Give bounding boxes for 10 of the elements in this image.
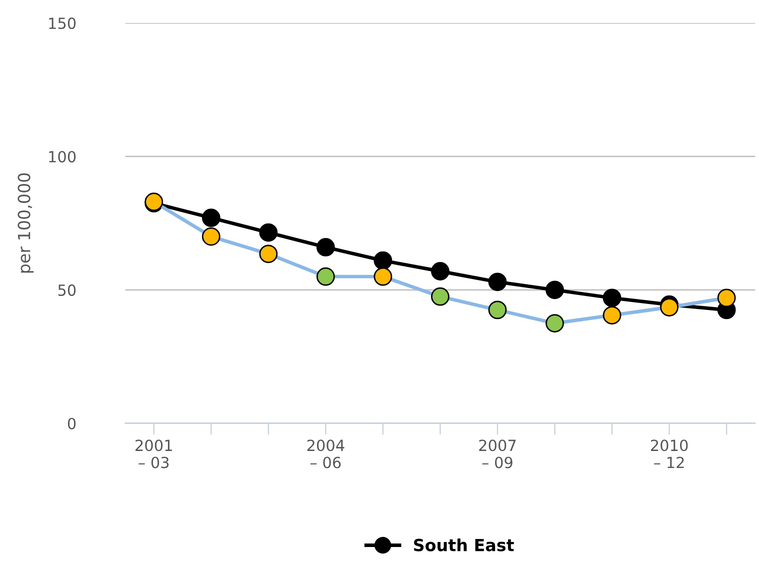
y-tick-label: 0 [68, 418, 76, 430]
x-tick-label: 2007 – 09 [479, 440, 516, 468]
y-tick-label: 100 [49, 150, 76, 162]
x-tick-label: 2001 – 03 [136, 440, 172, 468]
x-tick-label: 2004 – 06 [307, 440, 344, 468]
x-tick-label: 2010 – 12 [650, 440, 688, 468]
y-axis-title: per 100,000 [18, 173, 34, 273]
y-tick-label: 50 [58, 284, 76, 296]
legend-label: South East [414, 538, 514, 552]
y-tick-label: 150 [49, 18, 76, 30]
